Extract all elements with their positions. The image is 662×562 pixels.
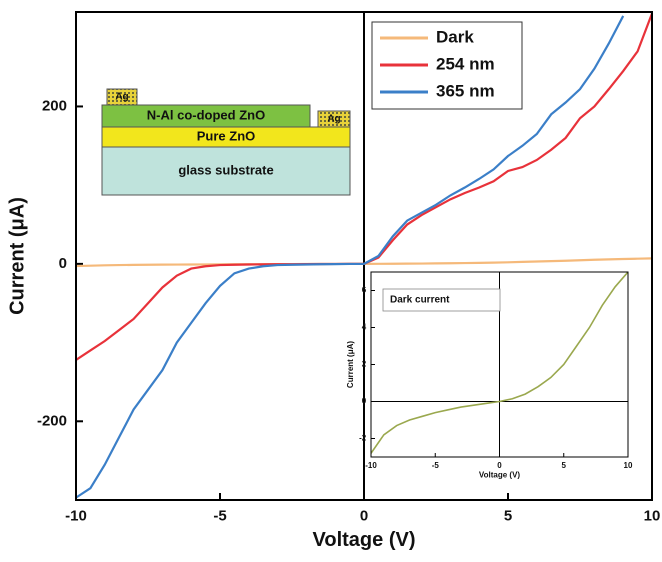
x-tick-label: -5 bbox=[432, 461, 440, 470]
substrate-label: glass substrate bbox=[178, 162, 273, 177]
x-tick-label: 10 bbox=[624, 461, 633, 470]
legend-label: Dark current bbox=[390, 295, 450, 306]
top-layer-label: N-Al co-doped ZnO bbox=[147, 107, 265, 122]
x-tick-label: 0 bbox=[497, 461, 502, 470]
y-axis-label: Current (μA) bbox=[346, 341, 355, 388]
series-line bbox=[76, 15, 625, 499]
y-tick-label: 200 bbox=[42, 97, 67, 114]
y-tick-label: 2 bbox=[362, 360, 367, 369]
middle-layer-label: Pure ZnO bbox=[197, 128, 256, 143]
series-group bbox=[76, 13, 652, 499]
legend-label: 365 nm bbox=[436, 81, 495, 100]
x-tick-label: 5 bbox=[504, 507, 512, 524]
y-tick-label: -200 bbox=[37, 412, 67, 429]
series-group bbox=[371, 272, 628, 454]
y-tick-label: 4 bbox=[362, 323, 367, 332]
y-axis-label: Current (μA) bbox=[6, 197, 28, 315]
x-axis-label: Voltage (V) bbox=[479, 471, 521, 480]
x-tick-label: -5 bbox=[213, 507, 226, 524]
x-tick-label: 0 bbox=[360, 507, 368, 524]
device-diagram: Ag N-Al co-doped ZnO Ag Pure ZnO glass s… bbox=[101, 88, 351, 196]
y-tick-label: 0 bbox=[59, 255, 67, 272]
x-tick-label: 5 bbox=[562, 461, 567, 470]
y-tick-label: 0 bbox=[362, 397, 367, 406]
y-tick-label: -2 bbox=[359, 434, 367, 443]
legend-label: Dark bbox=[436, 27, 474, 46]
x-tick-label: 10 bbox=[644, 507, 661, 524]
legend-label: 254 nm bbox=[436, 54, 495, 73]
substrate bbox=[101, 146, 351, 196]
series-line bbox=[371, 272, 628, 454]
x-tick-label: -10 bbox=[365, 461, 377, 470]
contact-label: Ag bbox=[327, 114, 340, 125]
legend-box bbox=[382, 288, 501, 312]
plot-frame bbox=[75, 11, 653, 501]
contact-label: Ag bbox=[115, 92, 128, 103]
x-axis-label: Voltage (V) bbox=[313, 529, 416, 551]
y-tick-label: 6 bbox=[362, 286, 367, 295]
x-tick-label: -10 bbox=[65, 507, 87, 524]
plot-frame bbox=[370, 271, 629, 458]
